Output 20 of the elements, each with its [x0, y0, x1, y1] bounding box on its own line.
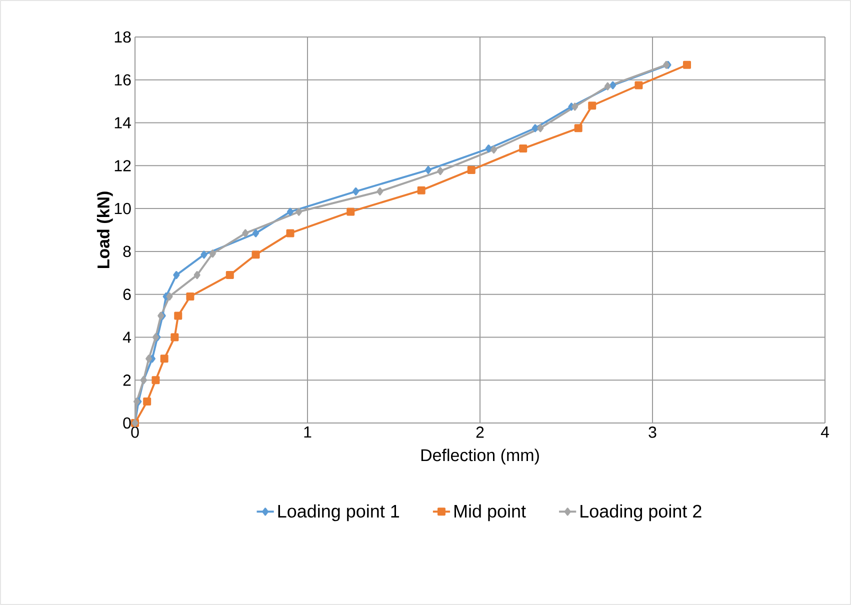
y-tick-label: 4: [122, 332, 131, 343]
y-tick-label: 0: [123, 417, 131, 429]
y-tick-label: 14: [114, 117, 131, 128]
x-axis-title: Deflection (mm): [421, 448, 539, 465]
legend-label: Mid point: [454, 504, 526, 522]
y-tick-label: 2: [123, 374, 131, 386]
y-tick-label: 12: [114, 160, 131, 172]
y-tick-label: 6: [123, 288, 131, 300]
y-tick-label: 18: [114, 31, 131, 43]
y-tick-label: 10: [114, 202, 131, 214]
x-tick-label: 4: [820, 426, 829, 438]
x-tick-label: 2: [476, 426, 484, 438]
legend-label: Loading point 1: [278, 504, 400, 522]
y-tick-label: 16: [114, 74, 131, 86]
y-axis-title: Load (kN): [96, 192, 113, 268]
y-tick-label: 8: [123, 246, 131, 258]
x-tick-label: 3: [648, 426, 656, 438]
legend-label: Loading point 2: [580, 504, 702, 522]
x-tick-label: 1: [304, 426, 312, 438]
x-tick-label: 0: [131, 426, 139, 438]
